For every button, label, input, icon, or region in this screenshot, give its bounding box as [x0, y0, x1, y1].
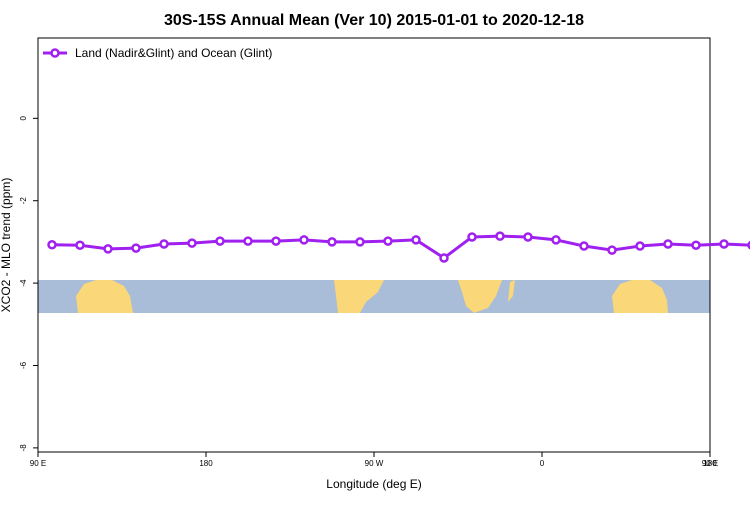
line [52, 236, 750, 258]
point [245, 238, 252, 245]
x-tick-label: 180 [703, 459, 717, 468]
point [301, 236, 308, 243]
point [553, 236, 560, 243]
point [357, 238, 364, 245]
y-tick-label: -2 [19, 197, 28, 205]
point [665, 240, 672, 247]
x-tick-label: 180 [199, 459, 213, 468]
point [49, 241, 56, 248]
y-tick-label: -4 [19, 279, 28, 287]
point [497, 233, 504, 240]
point [441, 254, 448, 261]
point [413, 236, 420, 243]
point [637, 243, 644, 250]
legend-marker [52, 50, 59, 57]
point [581, 243, 588, 250]
point [77, 242, 84, 249]
point [385, 238, 392, 245]
x-tick-label: 90 E [30, 459, 46, 468]
y-tick-label: -8 [19, 444, 28, 452]
y-tick-label: -6 [19, 361, 28, 369]
map-strip [38, 280, 710, 313]
point [469, 233, 476, 240]
point [721, 240, 728, 247]
point [161, 240, 168, 247]
legend-label: Land (Nadir&Glint) and Ocean (Glint) [75, 46, 272, 60]
point [609, 247, 616, 254]
point [329, 238, 336, 245]
x-tick-label: 0 [540, 459, 545, 468]
point [525, 233, 532, 240]
point [189, 240, 196, 247]
point [105, 245, 112, 252]
point [133, 245, 140, 252]
y-axis-label: XCO2 - MLO trend (ppm) [0, 178, 13, 313]
x-tick-label: 90 W [365, 459, 384, 468]
point [693, 242, 700, 249]
y-tick-label: 0 [19, 116, 28, 121]
point [273, 238, 280, 245]
chart-title: 30S-15S Annual Mean (Ver 10) 2015-01-01 … [164, 12, 584, 29]
point [217, 238, 224, 245]
x-axis-label: Longitude (deg E) [326, 477, 421, 491]
